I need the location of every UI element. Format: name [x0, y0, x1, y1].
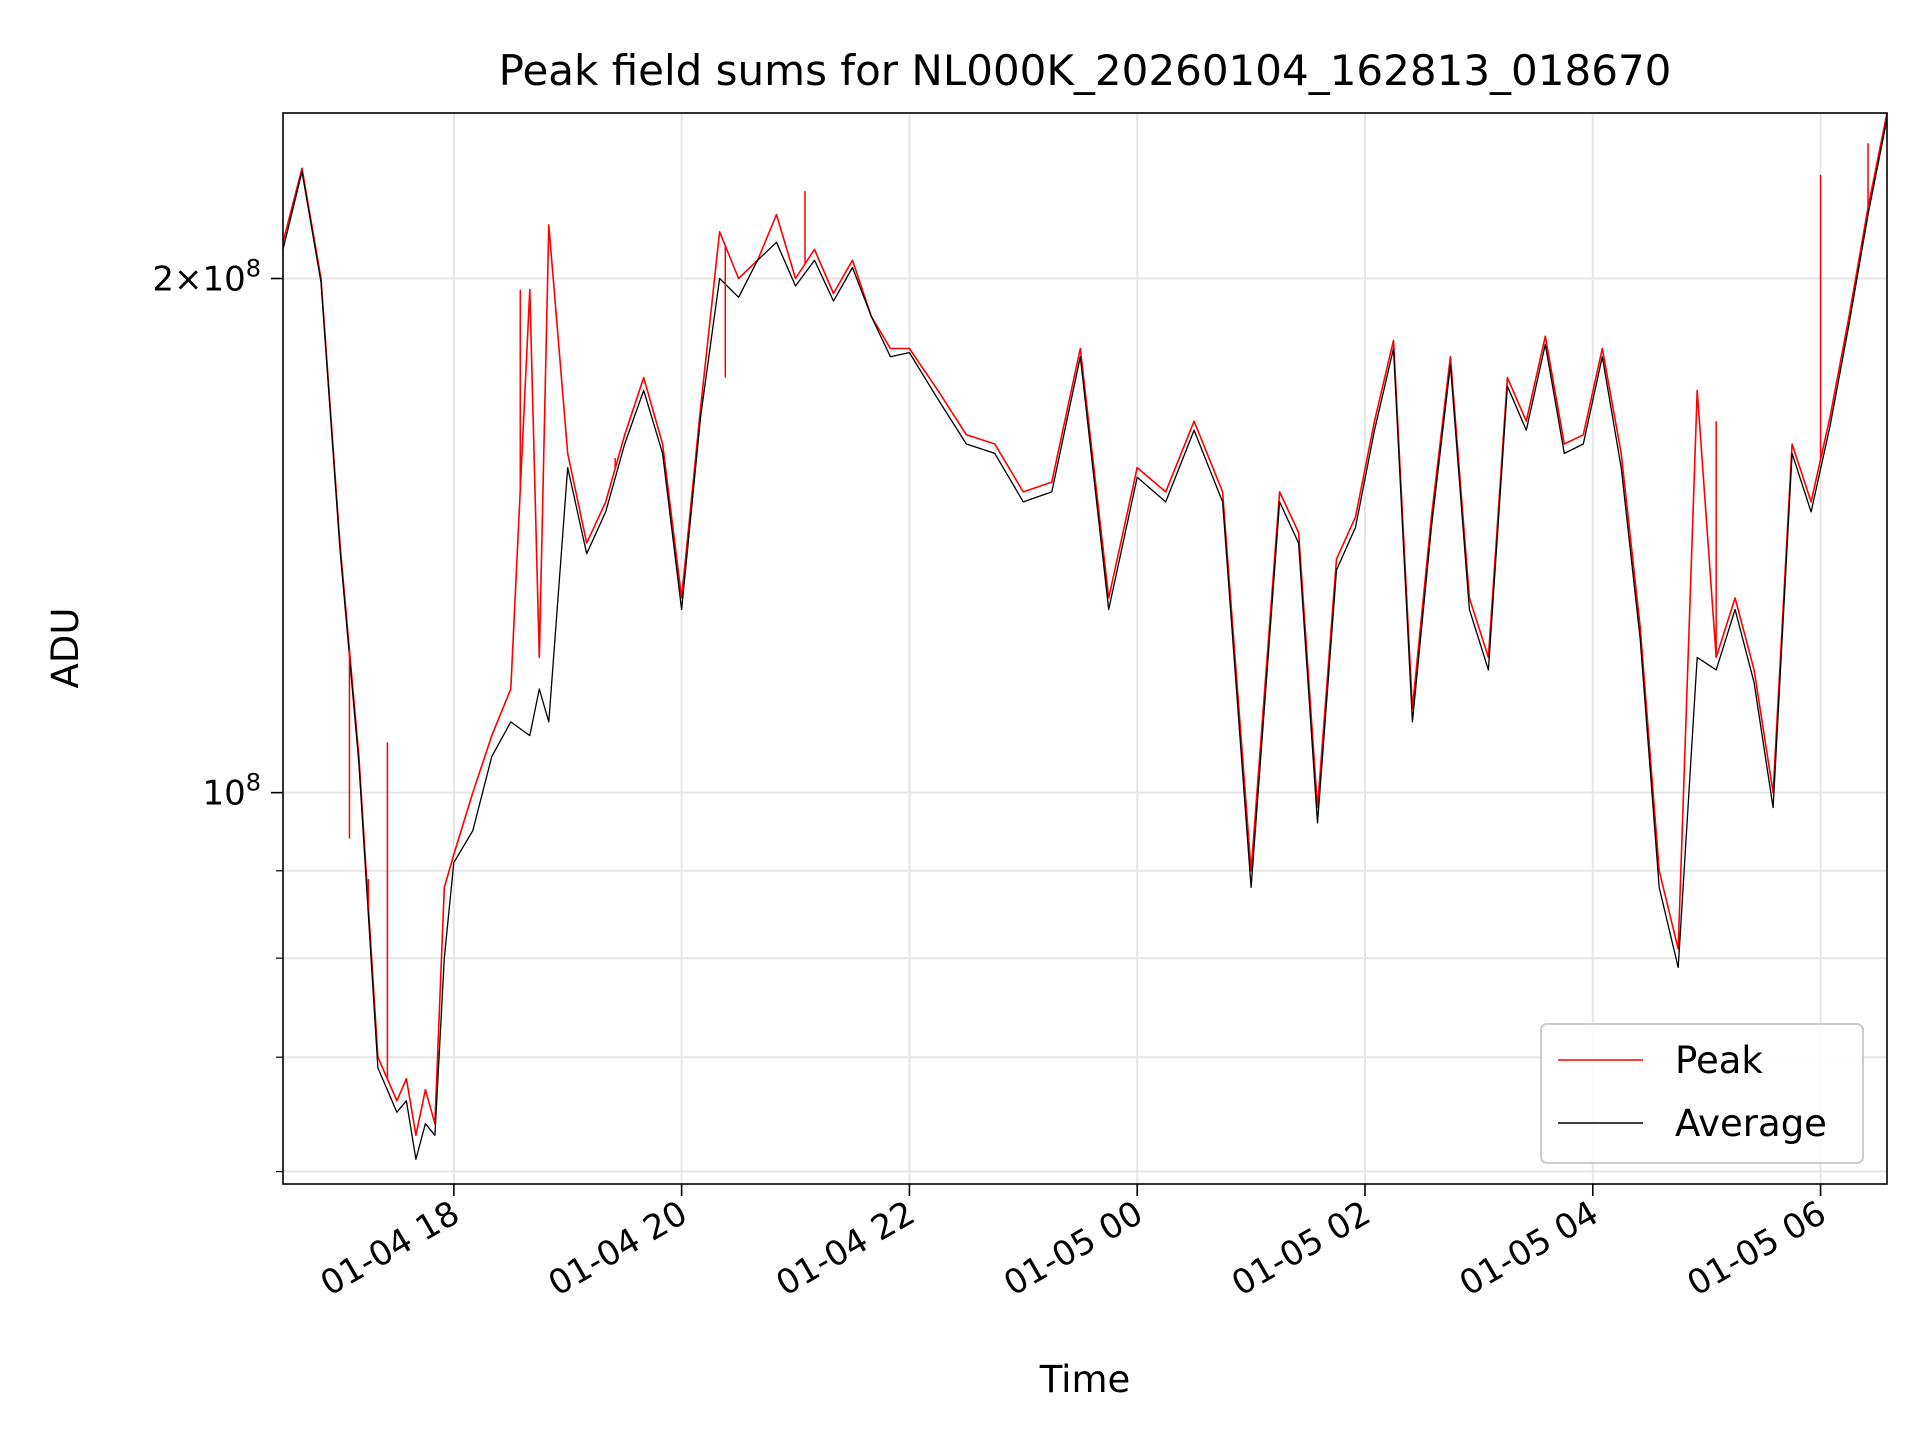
legend: Peak Average [1540, 1023, 1864, 1164]
legend-label-peak: Peak [1675, 1039, 1763, 1082]
y-tick-label: 2×108 [152, 255, 261, 300]
series-line-average [282, 118, 1888, 1160]
x-axis-label: Time [1039, 1358, 1131, 1401]
grid [283, 113, 1887, 1184]
y-axis-label: ADU [44, 608, 87, 689]
plot-frame [282, 112, 1888, 1185]
legend-box [1540, 1023, 1864, 1164]
series-line-peak [282, 112, 1888, 1137]
y-tick-label: 108 [202, 769, 261, 814]
chart-title: Peak field sums for NL000K_20260104_1628… [499, 46, 1672, 95]
legend-label-average: Average [1675, 1102, 1827, 1145]
plot-series [282, 112, 1888, 1160]
